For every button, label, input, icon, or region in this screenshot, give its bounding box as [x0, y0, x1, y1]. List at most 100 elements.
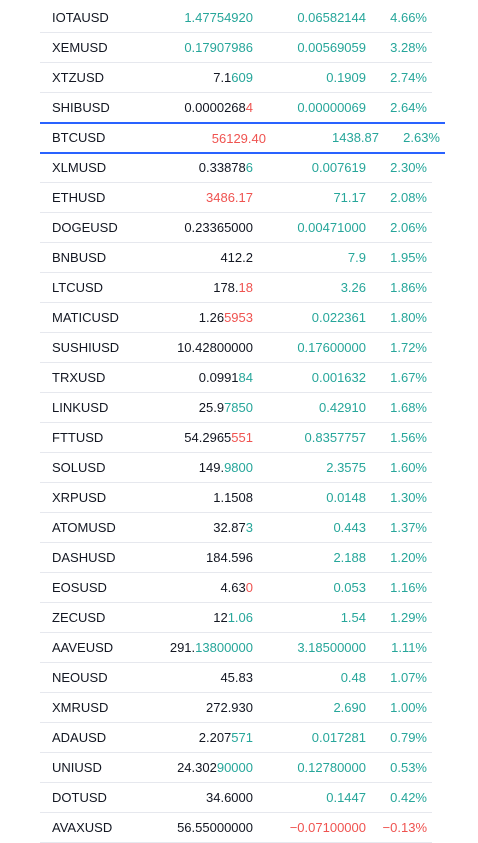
change-percent: −0.13% [382, 820, 427, 835]
change-percent: 0.79% [390, 730, 427, 745]
symbol: DASHUSD [52, 550, 116, 565]
price-part: 412.2 [220, 250, 253, 265]
symbol-row[interactable]: ETHUSD 3486.17 71.17 2.08% [40, 183, 432, 213]
symbol-row[interactable]: ATOMUSD 32.873 0.443 1.37% [40, 513, 432, 543]
symbol-row[interactable]: FTTUSD 54.2965551 0.8357757 1.56% [40, 423, 432, 453]
symbol-row[interactable]: SOLUSD 149.9800 2.3575 1.60% [40, 453, 432, 483]
price-part: 32.87 [213, 520, 246, 535]
last-price: 149.9800 [199, 453, 253, 483]
last-price: 1.1508 [213, 483, 253, 513]
change-percent: 1.07% [390, 670, 427, 685]
price-part: 291. [169, 640, 196, 655]
symbol-row[interactable]: AVAXUSD 56.55000000 −0.07100000 −0.13% [40, 813, 432, 843]
change-percent: 0.53% [390, 760, 427, 775]
symbol-row[interactable]: DOGEUSD 0.23365000 0.00471000 2.06% [40, 213, 432, 243]
price-part-changed: 6 [245, 160, 253, 175]
symbol-row[interactable]: BTCUSD 56129.40 1438.87 2.63% [40, 122, 445, 154]
price-part-changed: 90000 [216, 760, 253, 775]
change-percent: 2.63% [403, 130, 440, 145]
symbol-row[interactable]: DASHUSD 184.596 2.188 1.20% [40, 543, 432, 573]
change: −0.07100000 [289, 820, 366, 835]
change-percent: 1.67% [390, 370, 427, 385]
symbol: LTCUSD [52, 280, 104, 295]
symbol-row[interactable]: XMRUSD 272.930 2.690 1.00% [40, 693, 432, 723]
change: 0.00471000 [297, 220, 366, 235]
symbol: SHIBUSD [52, 100, 110, 115]
change-percent: 2.06% [390, 220, 427, 235]
symbol-row[interactable]: SHIBUSD 0.00002684 0.00000069 2.64% [40, 93, 432, 123]
symbol-row[interactable]: DOTUSD 34.6000 0.1447 0.42% [40, 783, 432, 813]
change: 0.00569059 [297, 40, 366, 55]
symbol-row[interactable]: MATICUSD 1.265953 0.022361 1.80% [40, 303, 432, 333]
symbol-row[interactable]: EOSUSD 4.630 0.053 1.16% [40, 573, 432, 603]
symbol-row[interactable]: ADAUSD 2.207571 0.017281 0.79% [40, 723, 432, 753]
symbol: ADAUSD [52, 730, 107, 745]
change: 0.053 [333, 580, 366, 595]
change: 0.1909 [326, 70, 366, 85]
price-part: 25.9 [198, 400, 225, 415]
symbol-row[interactable]: NEOUSD 45.83 0.48 1.07% [40, 663, 432, 693]
symbol-row[interactable]: XRPUSD 1.1508 0.0148 1.30% [40, 483, 432, 513]
symbol-row[interactable]: AAVEUSD 291.13800000 3.18500000 1.11% [40, 633, 432, 663]
symbol: DOTUSD [52, 790, 107, 805]
last-price: 25.97850 [199, 393, 253, 423]
last-price: 3486.17 [206, 183, 253, 213]
symbol-row[interactable]: UNIUSD 24.30290000 0.12780000 0.53% [40, 753, 432, 783]
symbol: TRXUSD [52, 370, 106, 385]
symbol-row[interactable]: XTZUSD 7.1609 0.1909 2.74% [40, 63, 432, 93]
price-part: 34.6000 [206, 790, 253, 805]
change: 3.18500000 [297, 640, 366, 655]
symbol-row[interactable]: XLMUSD 0.338786 0.007619 2.30% [40, 153, 432, 183]
symbol-row[interactable]: ZECUSD 121.06 1.54 1.29% [40, 603, 432, 633]
last-price: 32.873 [213, 513, 253, 543]
price-part: 4.63 [220, 580, 246, 595]
change: 0.42910 [319, 400, 366, 415]
price-part-changed: 18 [238, 280, 253, 295]
change-percent: 1.00% [390, 700, 427, 715]
change-percent: 1.30% [390, 490, 427, 505]
symbol-row[interactable]: LTCUSD 178.18 3.26 1.86% [40, 273, 432, 303]
change: 0.0148 [326, 490, 366, 505]
last-price: 56.55000000 [177, 813, 253, 843]
change: 1.54 [340, 610, 366, 625]
change: 0.8357757 [304, 430, 366, 445]
price-part-changed: 609 [231, 70, 253, 85]
change: 0.017281 [311, 730, 366, 745]
last-price: 0.00002684 [184, 93, 253, 123]
price-part: 1.26 [198, 310, 225, 325]
symbol-row[interactable]: TRXUSD 0.099184 0.001632 1.67% [40, 363, 432, 393]
symbol: XLMUSD [52, 160, 107, 175]
last-price: 0.099184 [199, 363, 253, 393]
price-part: 0.0000268 [184, 100, 246, 115]
price-part-changed: 4 [245, 100, 253, 115]
change-percent: 1.72% [390, 340, 427, 355]
change-percent: 1.68% [390, 400, 427, 415]
price-part: 0.33878 [198, 160, 246, 175]
symbol-row[interactable]: LINKUSD 25.97850 0.42910 1.68% [40, 393, 432, 423]
price-part-changed: 56129.40 [211, 131, 266, 146]
symbol: ZECUSD [52, 610, 106, 625]
change: 0.06582144 [297, 10, 366, 25]
symbol-row[interactable]: IOTAUSD 1.47754920 0.06582144 4.66% [40, 3, 432, 33]
price-part-changed: 1.47754920 [184, 10, 253, 25]
price-part: 272.930 [206, 700, 253, 715]
symbol: NEOUSD [52, 670, 108, 685]
change: 7.9 [347, 250, 366, 265]
price-part: 10.42800000 [177, 340, 253, 355]
change: 0.12780000 [297, 760, 366, 775]
price-part-changed: 3 [245, 520, 253, 535]
last-price: 121.06 [213, 603, 253, 633]
price-part: 178. [213, 280, 239, 295]
symbol-row[interactable]: XEMUSD 0.17907986 0.00569059 3.28% [40, 33, 432, 63]
price-part-changed: 571 [231, 730, 253, 745]
last-price: 412.2 [220, 243, 253, 273]
price-part-changed: 3486.17 [206, 190, 253, 205]
change-percent: 2.74% [390, 70, 427, 85]
symbol-row[interactable]: BNBUSD 412.2 7.9 1.95% [40, 243, 432, 273]
symbol: LINKUSD [52, 400, 109, 415]
symbol-row[interactable]: SUSHIUSD 10.42800000 0.17600000 1.72% [40, 333, 432, 363]
change-percent: 3.28% [390, 40, 427, 55]
change: 0.00000069 [297, 100, 366, 115]
change-percent: 2.64% [390, 100, 427, 115]
